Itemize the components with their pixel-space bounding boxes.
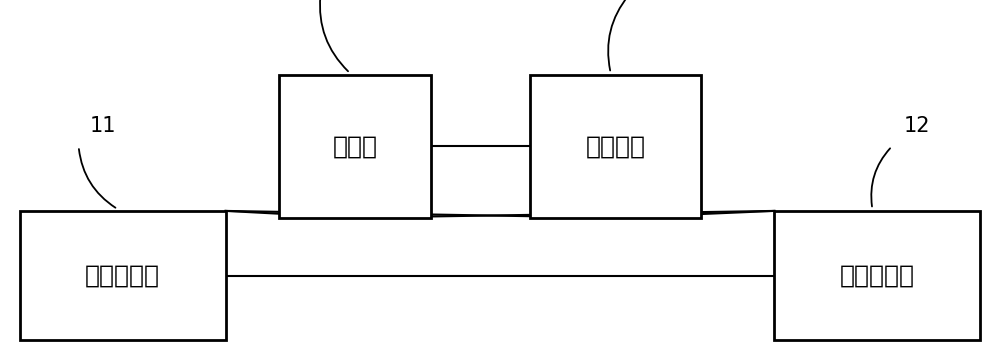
Text: 签署方节点: 签署方节点 [840, 263, 915, 288]
Text: 签署方节点: 签署方节点 [85, 263, 160, 288]
Text: 记账节点: 记账节点 [586, 134, 646, 158]
Bar [530, 75, 701, 218]
Bar [774, 211, 980, 340]
Text: 根节点: 根节点 [332, 134, 377, 158]
Bar [279, 75, 431, 218]
Text: 12: 12 [903, 116, 930, 136]
Text: 11: 11 [90, 116, 116, 136]
Bar [20, 211, 226, 340]
